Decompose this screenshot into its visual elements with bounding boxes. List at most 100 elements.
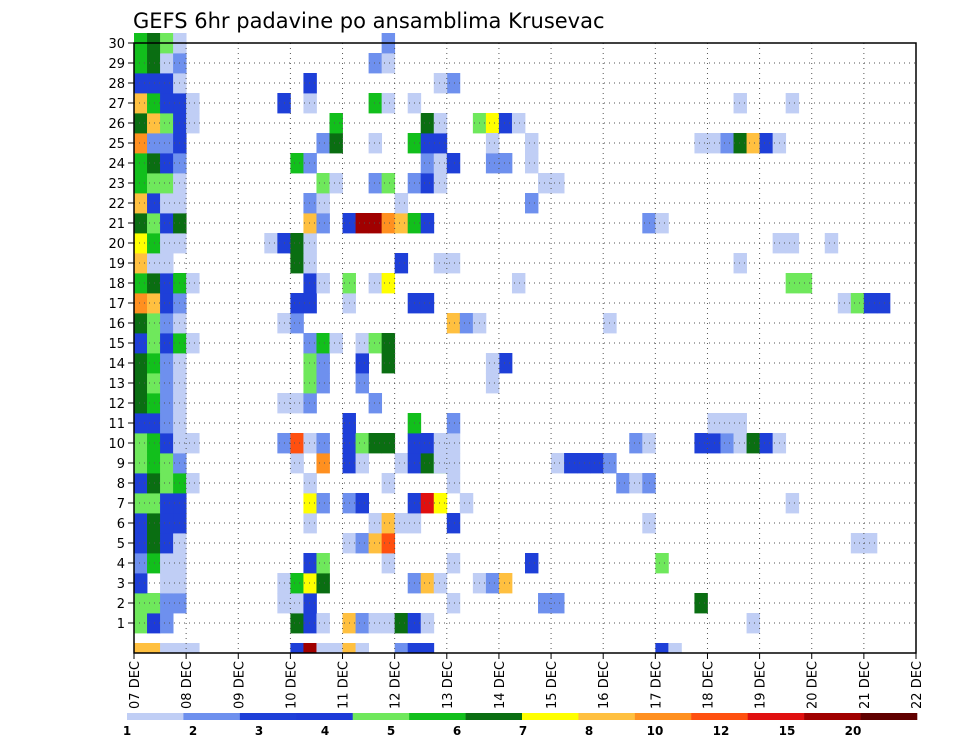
heatmap-cell-108 (160, 93, 174, 114)
x-tick-label-14: 21 DEC (858, 661, 873, 709)
heatmap-cell-110 (186, 93, 200, 114)
heatmap-cell-131 (303, 573, 317, 594)
heatmap-cell-298 (551, 593, 565, 614)
heatmap-cell-234 (420, 453, 435, 474)
colorbar-label-4: 4 (321, 724, 329, 738)
y-tick-label-25: 25 (108, 137, 125, 152)
heatmap-cell-334 (759, 133, 774, 154)
heatmap-cell-15 (147, 533, 161, 554)
heatmap-cell-223 (381, 533, 396, 554)
heatmap-cell-302 (564, 453, 578, 474)
heatmap-cell-308 (629, 473, 643, 494)
heatmap-cell-316 (655, 643, 669, 654)
heatmap-cell-255 (433, 153, 448, 174)
heatmap-cell-77 (134, 233, 148, 254)
heatmap-cell-353 (147, 643, 161, 654)
y-tick-label-16: 16 (108, 317, 125, 332)
colorbar-label-1: 1 (123, 724, 131, 738)
heatmap-cell-217 (420, 613, 435, 634)
heatmap-cell-45 (147, 393, 161, 414)
heatmap-cell-91 (160, 173, 174, 194)
heatmap-cell-125 (316, 613, 330, 634)
y-tick-label-8: 8 (117, 477, 125, 492)
heatmap-cell-273 (446, 253, 461, 274)
colorbar-label-12: 12 (713, 724, 730, 738)
heatmap-cell-203 (368, 213, 383, 234)
heatmap-cell-202 (355, 213, 369, 234)
heatmap-cell-35 (134, 433, 148, 454)
heatmap-cell-207 (368, 133, 383, 154)
heatmap-cell-26 (134, 473, 148, 494)
heatmap-cell-265 (446, 473, 461, 494)
colorbar-swatch-6 (465, 713, 523, 720)
heatmap-cell-157 (290, 293, 304, 314)
colorbar-swatch-10 (691, 713, 749, 720)
y-tick-label-12: 12 (108, 397, 125, 412)
x-tick-label-0: 07 DEC (128, 661, 143, 709)
colorbar-swatch-0 (127, 713, 184, 720)
heatmap-cell-292 (525, 193, 539, 214)
colorbar-label-10: 10 (647, 724, 664, 738)
heatmap-cell-50 (160, 373, 174, 394)
heatmap-cell-162 (303, 253, 317, 274)
heatmap-cell-277 (485, 113, 500, 134)
heatmap-cell-195 (355, 353, 369, 374)
heatmap-cell-69 (134, 273, 148, 294)
heatmap-cell-274 (433, 173, 448, 194)
heatmap-cell-74 (134, 253, 148, 274)
heatmap-cell-127 (290, 593, 304, 614)
heatmap-cell-151 (316, 353, 330, 374)
heatmap-cell-165 (290, 233, 304, 254)
heatmap-cell-158 (303, 293, 317, 314)
heatmap-cell-336 (733, 253, 747, 274)
heatmap-cell-156 (290, 313, 304, 334)
y-tick-label-18: 18 (108, 277, 125, 292)
heatmap-cell-328 (733, 413, 747, 434)
heatmap-cell-266 (433, 453, 448, 474)
colorbar-label-6: 6 (453, 724, 461, 738)
heatmap-cell-221 (381, 553, 396, 574)
heatmap-cell-355 (173, 643, 187, 654)
y-tick-label-13: 13 (108, 377, 125, 392)
heatmap-cell-211 (381, 53, 396, 74)
heatmap-cell-339 (785, 93, 800, 114)
heatmap-cell-148 (303, 373, 317, 394)
y-tick-label-2: 2 (117, 597, 125, 612)
heatmap-cell-86 (147, 193, 161, 214)
heatmap-cell-130 (290, 573, 304, 594)
heatmap-cells (134, 33, 891, 654)
heatmap-cell-139 (290, 453, 304, 474)
heatmap-cell-352 (134, 643, 148, 654)
heatmap-cell-264 (446, 513, 461, 534)
heatmap-cell-222 (368, 533, 383, 554)
heatmap-cell-8 (160, 573, 174, 594)
colorbar-label-15: 15 (779, 724, 796, 738)
heatmap-cell-310 (629, 433, 643, 454)
chart-title: GEFS 6hr padavine po ansamblima Krusevac (133, 9, 605, 33)
colorbar-label-7: 7 (519, 724, 527, 738)
heatmap-cell-18 (134, 513, 148, 534)
colorbar-swatch-5 (409, 713, 466, 720)
heatmap-cell-210 (368, 53, 383, 74)
heatmap-cell-362 (355, 643, 369, 654)
y-tick-label-4: 4 (117, 557, 125, 572)
heatmap-cell-142 (290, 433, 304, 454)
y-tick-label-23: 23 (108, 177, 125, 192)
heatmap-cell-351 (863, 533, 878, 554)
y-tick-label-6: 6 (117, 517, 125, 532)
heatmap-cell-331 (720, 133, 734, 154)
heatmap-cell-188 (355, 453, 369, 474)
y-tick-label-7: 7 (117, 497, 125, 512)
heatmap-cell-115 (134, 53, 148, 74)
colorbar-swatch-13 (860, 713, 918, 720)
heatmap-cell-179 (303, 93, 317, 114)
y-tick-label-11: 11 (108, 417, 125, 432)
heatmap-cell-206 (381, 173, 396, 194)
heatmap-cell-184 (355, 533, 369, 554)
heatmap-cell-226 (394, 513, 409, 534)
heatmap-cell-333 (746, 133, 760, 154)
heatmap-cell-57 (147, 333, 161, 354)
heatmap-cell-97 (134, 133, 148, 154)
heatmap-cell-269 (446, 313, 461, 334)
